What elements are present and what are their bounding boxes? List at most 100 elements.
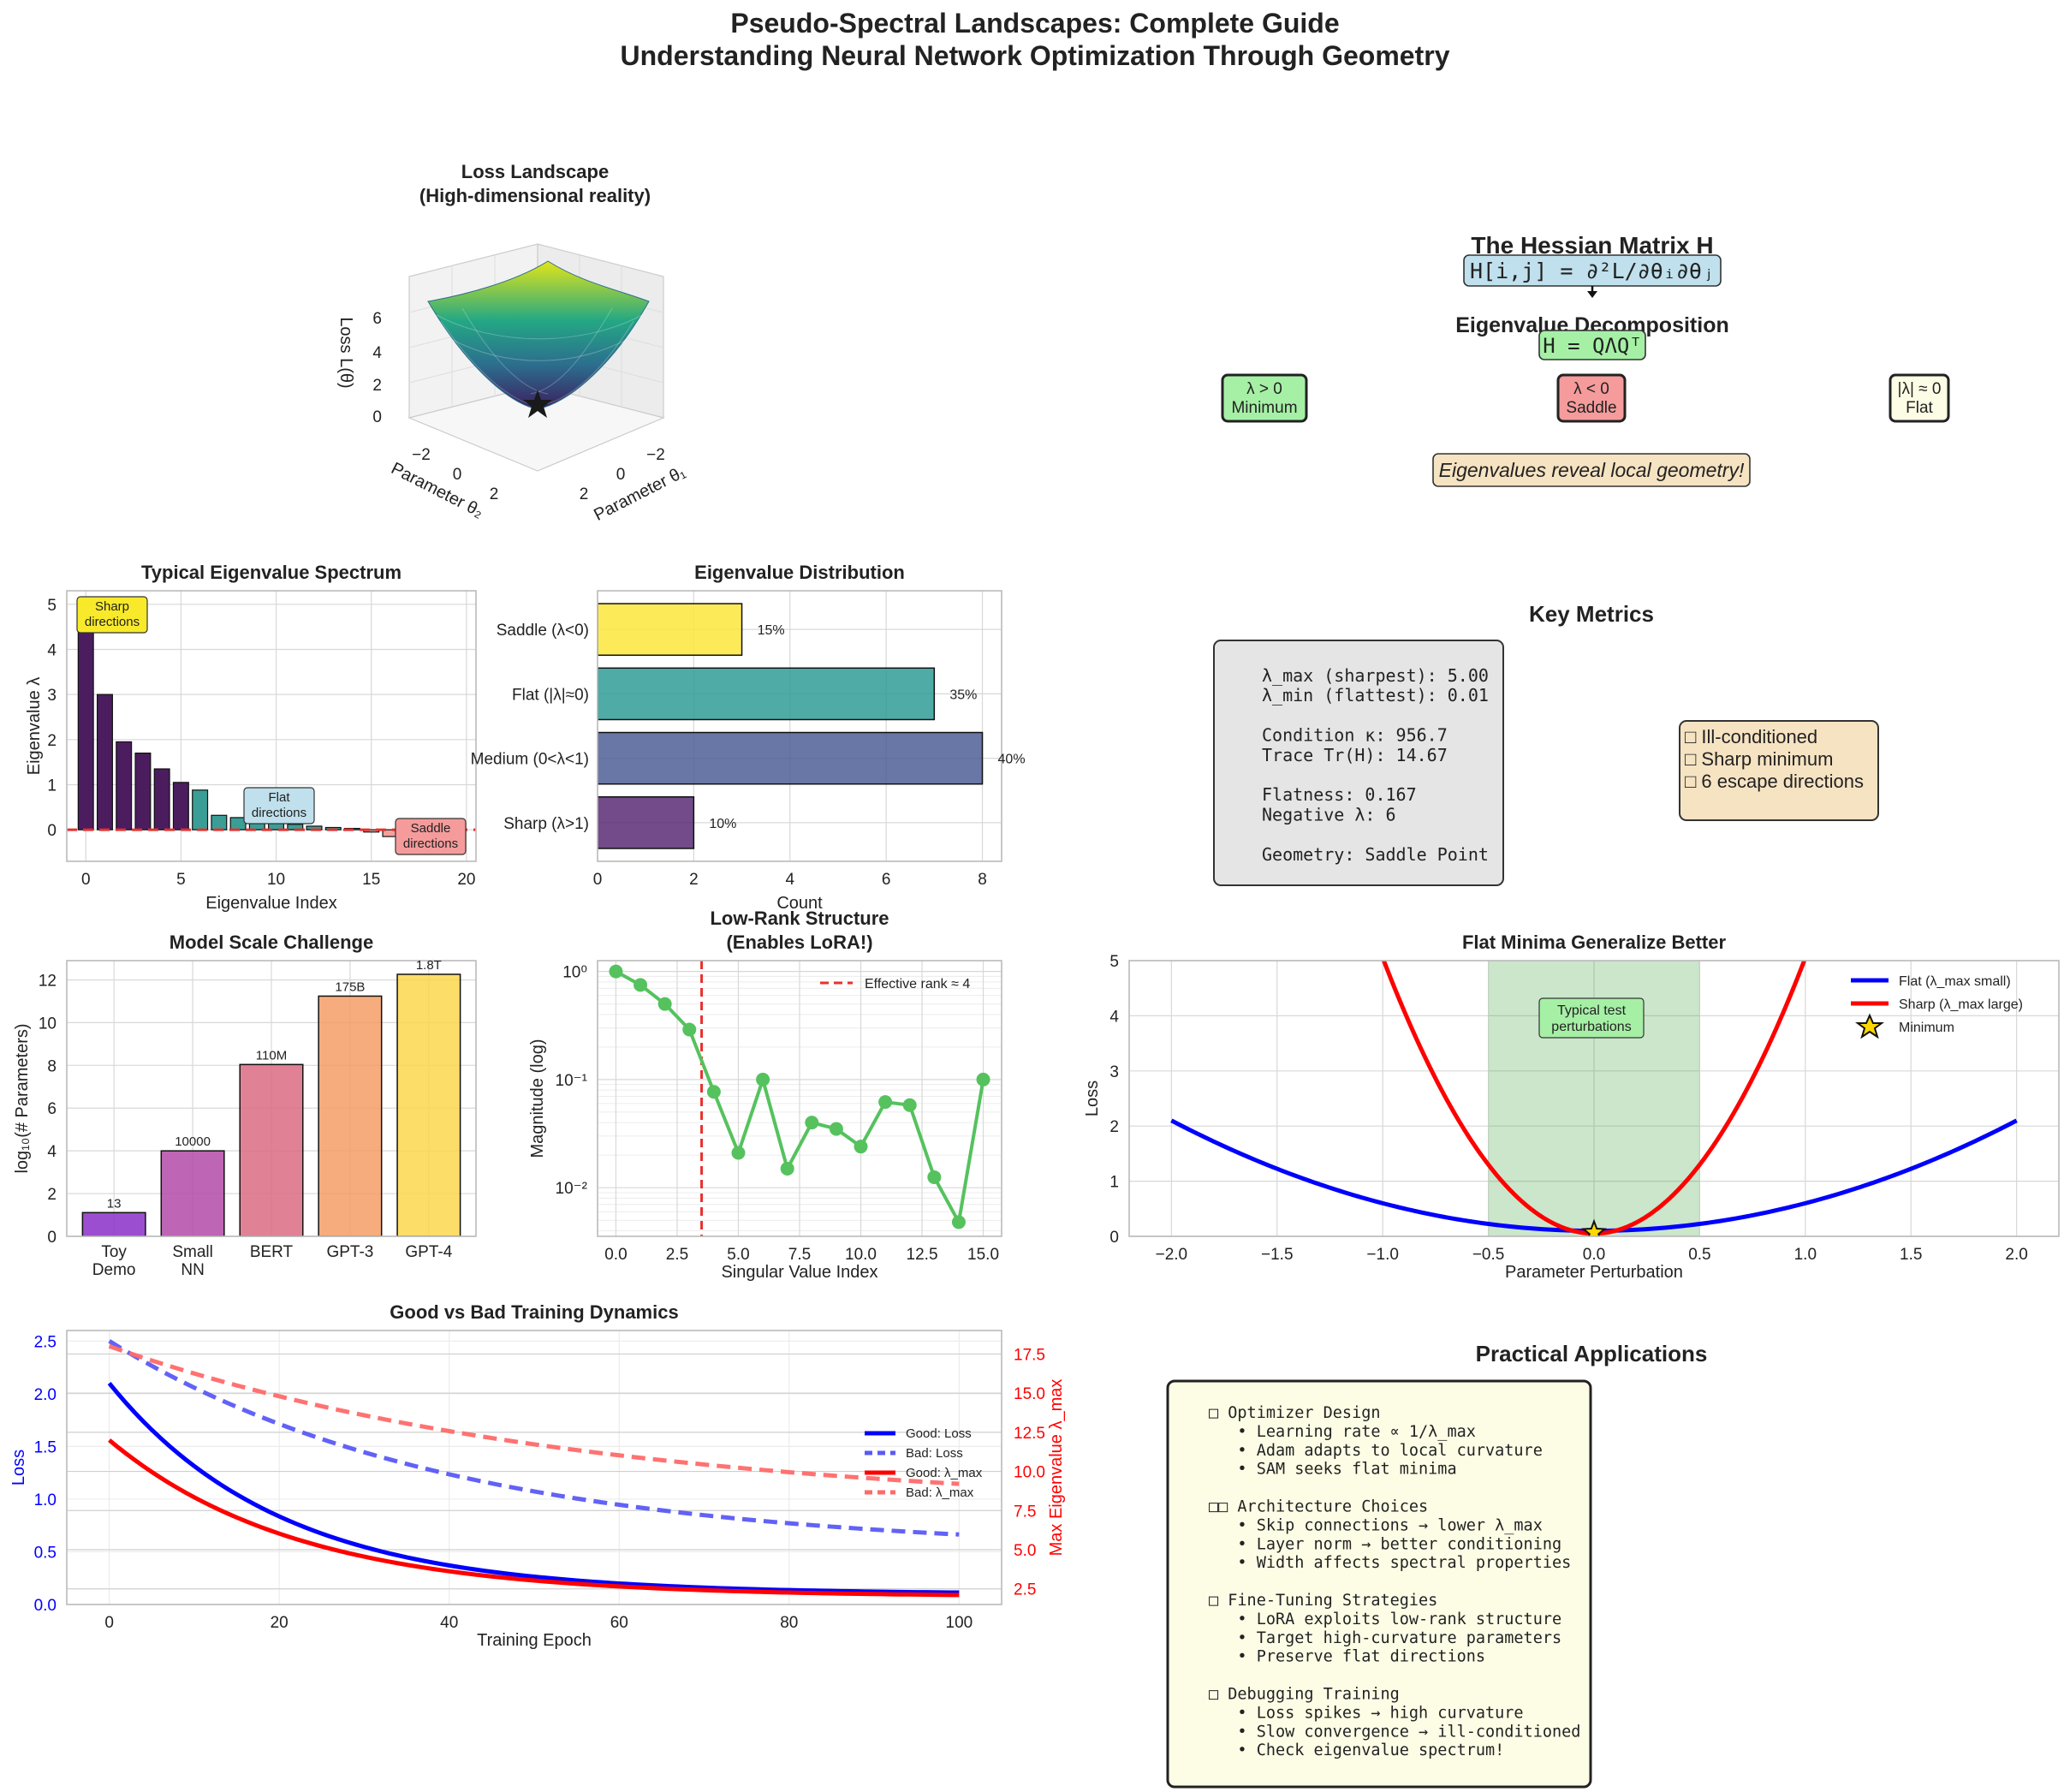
z-tick: 2 [372, 377, 382, 395]
flat-annotation: Flat directions [243, 787, 315, 825]
scale-y-ticks: 0 2 4 6 8 10 12 [39, 972, 57, 1247]
spectrum-x-tick: 10 [267, 871, 285, 889]
loss-surface [427, 260, 650, 410]
distribution-category-label: Medium (0<λ<1) [471, 751, 589, 769]
minimum-box-line2: Minimum [1231, 399, 1297, 417]
low-rank-y-tick: 10⁰ [562, 964, 587, 982]
metric-line: Trace Tr(H): 14.67 [1262, 745, 1448, 765]
spectrum-bar [96, 694, 113, 831]
training-plot [107, 1339, 960, 1598]
application-line: □□ Architecture Choices [1209, 1498, 1428, 1516]
application-line: • Check eigenvalue spectrum! [1209, 1741, 1504, 1759]
theta2-axis-label: Parameter θ₂ [388, 459, 486, 521]
singular-value-point [731, 1146, 746, 1160]
training-series-line [108, 1339, 960, 1537]
flat-sharp-x-tick: −1.0 [1366, 1246, 1399, 1264]
application-line: • SAM seeks flat minima [1209, 1461, 1457, 1479]
scale-bar [318, 995, 383, 1236]
singular-value-point [854, 1140, 868, 1154]
scale-value-label: 175B [335, 979, 365, 994]
scale-x-tick: GPT-4 [405, 1243, 452, 1261]
spectrum-y-tick: 3 [47, 687, 57, 705]
scale-bar [396, 973, 461, 1236]
spectrum-bars [77, 604, 456, 844]
training-legend-label: Bad: λ_max [906, 1485, 974, 1500]
scale-value-label: 13 [107, 1196, 122, 1211]
low-rank-plot [609, 961, 990, 1236]
distribution-bar [598, 796, 695, 849]
applications-panel: Practical Applications □ Optimizer Desig… [1166, 1341, 1707, 1789]
minimum-box-line1: λ > 0 [1246, 380, 1282, 398]
application-line: • LoRA exploits low-rank structure [1209, 1610, 1561, 1628]
singular-value-point [878, 1095, 893, 1110]
flat-sharp-plot [1170, 961, 2018, 1236]
theta1-ticks: 2 0 −2 [580, 446, 665, 503]
theta2-tick: 0 [453, 466, 462, 484]
spectrum-y-label: Eigenvalue λ [25, 677, 44, 776]
theta1-tick: 0 [616, 466, 626, 484]
low-rank-x-label: Singular Value Index [721, 1263, 877, 1282]
spectrum-y-tick: 4 [47, 641, 57, 659]
flat-annotation-line2: directions [252, 806, 306, 820]
z-axis-ticks: 6 4 2 0 [372, 310, 382, 426]
arrow-head [1587, 291, 1597, 298]
theta2-tick: −2 [412, 446, 431, 464]
training-right-tick: 12.5 [1014, 1425, 1045, 1443]
legend-sharp-label: Sharp (λ_max large) [1899, 997, 2023, 1012]
distribution-bar [598, 667, 936, 721]
flat-sharp-frame [1128, 960, 2060, 1237]
saddle-annotation: Saddle directions [395, 818, 467, 855]
training-x-tick: 0 [104, 1614, 114, 1632]
flat-sharp-y-tick: 4 [1109, 1008, 1119, 1026]
low-rank-x-tick: 7.5 [788, 1246, 811, 1264]
scale-x-tick: Demo [92, 1261, 136, 1279]
flat-sharp-panel: Flat Minima Generalize Better −2.0 −1.5 −1… [1083, 932, 2060, 1282]
spectrum-y-tick: 0 [47, 822, 57, 840]
scale-y-tick: 12 [39, 972, 57, 990]
flat-box [1889, 373, 1950, 423]
application-line: • Adam adapts to local curvature [1209, 1442, 1543, 1460]
application-line: □ Fine-Tuning Strategies [1209, 1592, 1437, 1610]
theta1-axis-label: Parameter θ₁ [591, 462, 688, 525]
scale-y-tick: 6 [47, 1100, 57, 1118]
spectrum-y-tick: 5 [47, 597, 57, 615]
training-x-tick: 60 [610, 1614, 628, 1632]
warning-line: □ Ill-conditioned [1685, 726, 1817, 747]
spectrum-bar [172, 782, 189, 831]
scale-y-tick: 0 [47, 1229, 57, 1247]
flat-sharp-y-tick: 1 [1109, 1174, 1119, 1192]
scale-x-tick: Toy [101, 1243, 127, 1261]
training-series-line [108, 1343, 960, 1486]
training-panel: Good vs Bad Training Dynamics 0 20 40 60 80 1… [9, 1301, 1066, 1650]
distribution-title: Eigenvalue Distribution [694, 562, 905, 583]
spectrum-bar [134, 752, 152, 831]
flat-sharp-x-tick: 2.0 [2005, 1246, 2027, 1264]
training-legend-label: Good: Loss [906, 1426, 972, 1441]
singular-value-point [706, 1085, 721, 1099]
spectrum-y-tick: 1 [47, 777, 57, 795]
legend-minimum-label: Minimum [1899, 1021, 1954, 1035]
eigen-spectrum-panel: Typical Eigenvalue Spectrum 0 5 10 15 20 0 1 2… [25, 562, 477, 913]
low-rank-grid [598, 961, 1002, 1236]
distribution-x-tick: 6 [882, 871, 891, 889]
flat-sharp-x-tick: −2.0 [1156, 1246, 1188, 1264]
annotation-line1: Typical test [1557, 1003, 1627, 1018]
scale-bar [81, 1212, 146, 1236]
low-rank-y-label: Magnitude (log) [528, 1039, 547, 1158]
low-rank-title-line2: (Enables LoRA!) [726, 932, 872, 953]
training-left-tick: 1.0 [34, 1491, 57, 1509]
distribution-percent-label: 15% [758, 623, 785, 638]
saddle-box-line2: Saddle [1566, 399, 1616, 417]
key-metrics-title: Key Metrics [1529, 601, 1654, 627]
low-rank-legend: Effective rank ≈ 4 [820, 977, 970, 991]
distribution-category-label: Saddle (λ<0) [497, 622, 589, 640]
singular-value-line [615, 969, 985, 1228]
singular-value-point [657, 997, 672, 1011]
application-line: • Learning rate ∝ 1/λ_max [1209, 1423, 1476, 1441]
metric-line: λ_max (sharpest): 5.00 [1262, 665, 1489, 686]
distribution-frame [597, 590, 1002, 862]
applications-lines: □ Optimizer Design • Learning rate ∝ 1/λ… [1209, 1404, 1580, 1759]
distribution-x-tick: 8 [978, 871, 987, 889]
training-x-tick: 20 [271, 1614, 288, 1632]
flat-sharp-annotation: Typical test perturbations [1538, 997, 1645, 1039]
